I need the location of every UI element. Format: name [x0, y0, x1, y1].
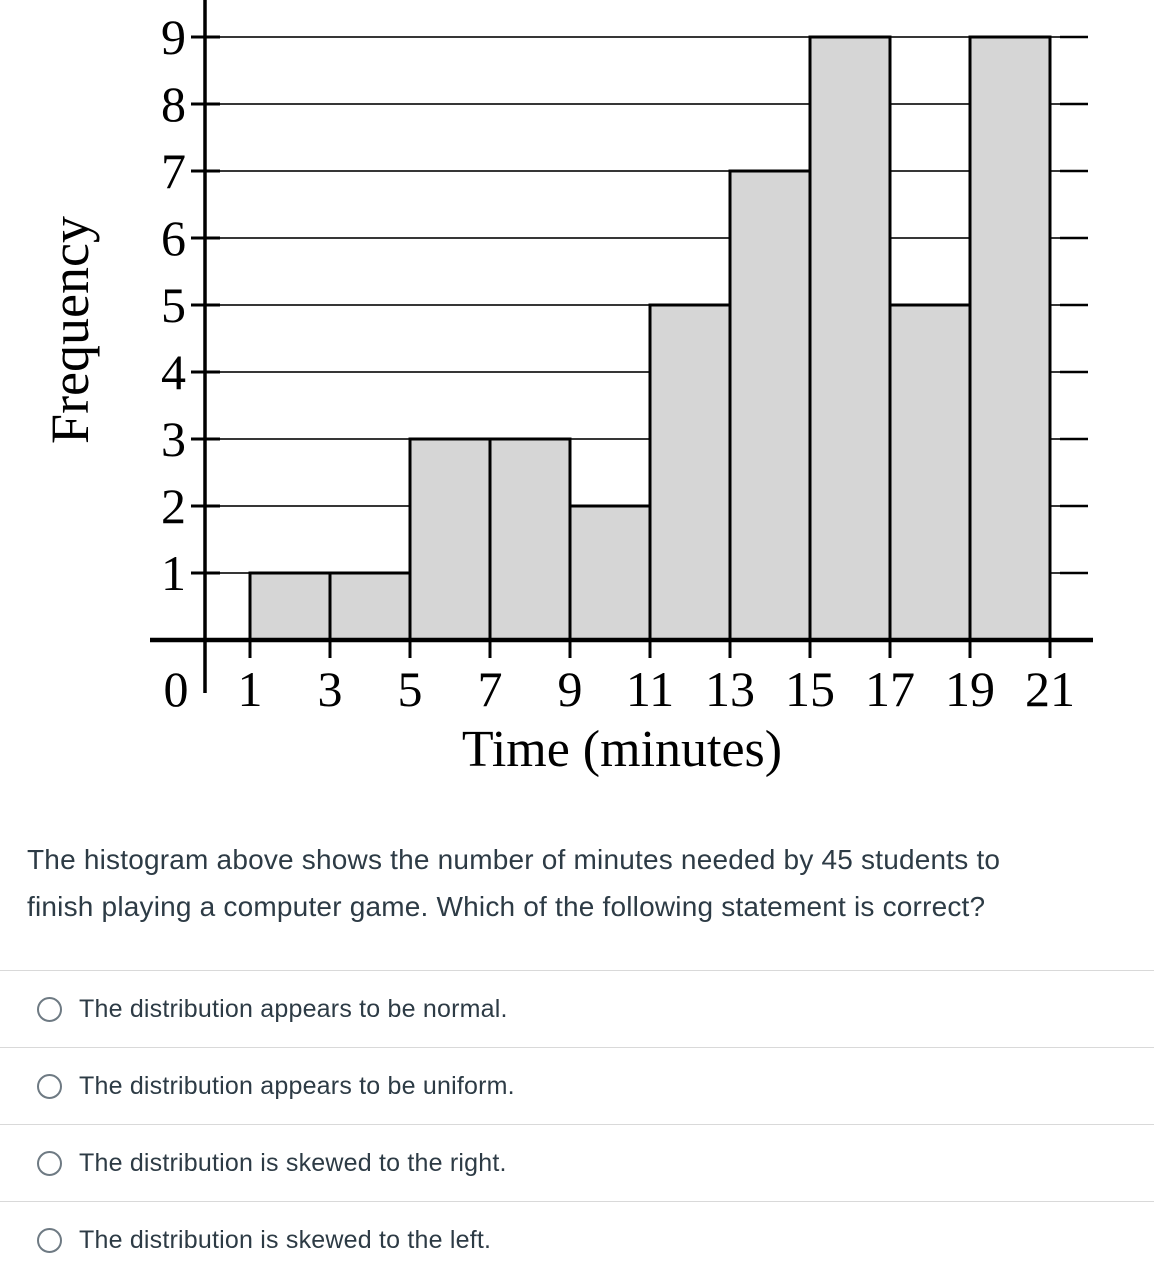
x-axis-tick-label: 1 — [238, 661, 263, 717]
x-axis-tick-label: 5 — [398, 661, 423, 717]
histogram-figure: 1 2 3 4 5 6 7 8 9 1 3 5 7 9 11 13 15 17 19 21 0 Frequency Time… — [40, 0, 1093, 778]
histogram-bar — [808, 35, 892, 642]
option-label: The distribution is skewed to the right. — [79, 1148, 507, 1177]
y-axis-tick-label: 9 — [161, 9, 186, 65]
x-axis-tick-label: 11 — [626, 661, 674, 717]
radio-button-icon[interactable] — [37, 1227, 62, 1253]
histogram-bar — [568, 504, 652, 642]
question-line-1: The histogram above shows the number of … — [27, 844, 1001, 875]
radio-button-icon[interactable] — [37, 1150, 62, 1176]
origin-label: 0 — [164, 661, 189, 717]
histogram-bar — [968, 35, 1052, 642]
histogram-bar — [648, 303, 732, 642]
y-axis-tick-label: 4 — [161, 344, 186, 400]
y-axis-tick-label: 1 — [161, 545, 186, 601]
histogram-bar — [248, 571, 332, 642]
histogram-bar — [728, 169, 812, 642]
answer-option-uniform[interactable]: The distribution appears to be uniform. — [0, 1047, 1154, 1124]
y-axis-tick-label: 3 — [161, 411, 186, 467]
option-label: The distribution appears to be uniform. — [79, 1071, 515, 1100]
radio-button-icon[interactable] — [37, 1073, 62, 1099]
answer-option-skewed-right[interactable]: The distribution is skewed to the right. — [0, 1124, 1154, 1201]
x-axis-tick-label: 13 — [705, 661, 755, 717]
x-axis-tick-label: 9 — [558, 661, 583, 717]
y-axis-tick-label: 7 — [161, 143, 186, 199]
y-axis-tick-label: 8 — [161, 76, 186, 132]
answer-option-normal[interactable]: The distribution appears to be normal. — [0, 970, 1154, 1047]
answer-option-skewed-left[interactable]: The distribution is skewed to the left. — [0, 1201, 1154, 1278]
y-axis-tick-label: 5 — [161, 277, 186, 333]
y-axis-title: Frequency — [40, 216, 100, 444]
x-axis-title: Time (minutes) — [462, 721, 782, 778]
x-axis-tick-label: 15 — [785, 661, 835, 717]
question-line-2: finish playing a computer game. Which of… — [27, 891, 986, 922]
x-axis-tick-label: 21 — [1025, 661, 1075, 717]
y-axis-tick-label: 2 — [161, 478, 186, 534]
option-label: The distribution is skewed to the left. — [79, 1225, 492, 1254]
histogram-bar — [328, 571, 412, 642]
histogram-bar — [888, 303, 972, 642]
x-axis-tick-label: 3 — [318, 661, 343, 717]
question-text: The histogram above shows the number of … — [27, 836, 1124, 930]
radio-button-icon[interactable] — [37, 996, 62, 1022]
x-axis-tick-label: 17 — [865, 661, 915, 717]
answer-options: The distribution appears to be normal. T… — [0, 970, 1154, 1278]
option-label: The distribution appears to be normal. — [79, 994, 508, 1023]
histogram-bar — [408, 437, 492, 642]
x-axis-tick-label: 19 — [945, 661, 995, 717]
histogram-bar — [488, 437, 572, 642]
x-axis-tick-label: 7 — [478, 661, 503, 717]
y-axis-tick-label: 6 — [161, 210, 186, 266]
